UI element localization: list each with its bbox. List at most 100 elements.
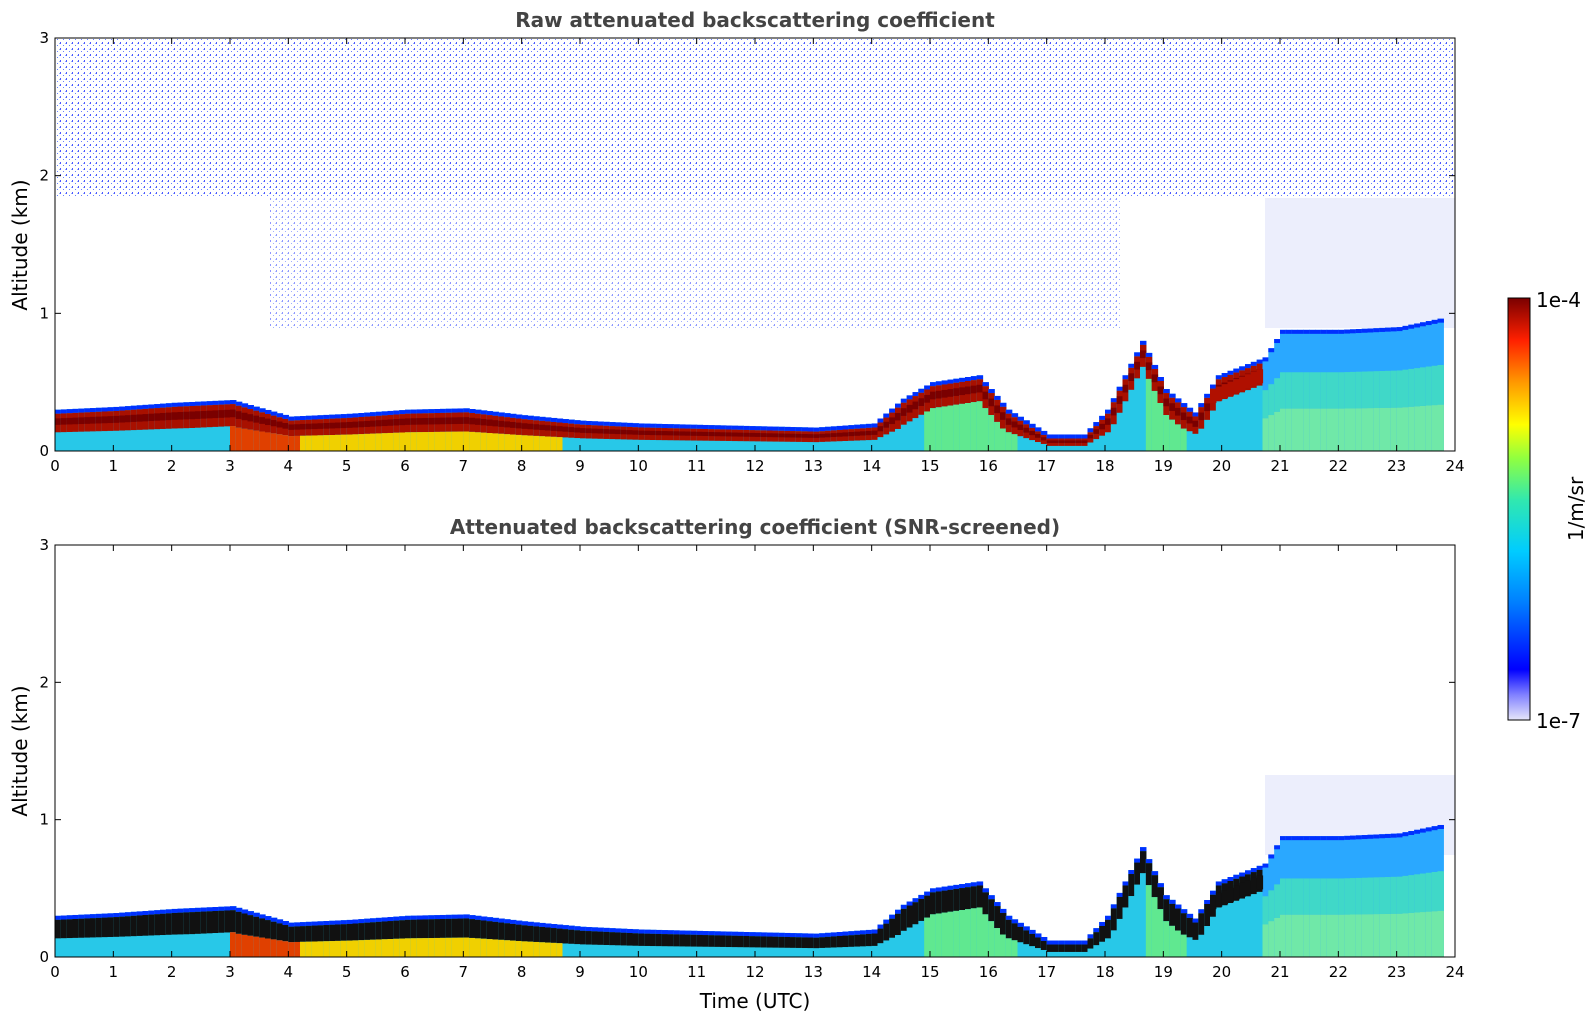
p1-mixed-mid (1425, 366, 1433, 406)
p2-layer-column (1227, 877, 1234, 957)
p2-surface-layer (469, 937, 476, 957)
p2-mixed-mid (1291, 878, 1299, 915)
p2-layer-cap (282, 921, 289, 926)
p2-surface-layer (486, 939, 494, 957)
p2-dense-band (550, 928, 558, 943)
p2-layer-cap (807, 933, 814, 938)
p2-green-layer (970, 908, 978, 957)
p1-dense-core (72, 417, 79, 425)
p1-mixed-mid (1379, 371, 1386, 408)
p2-layer-cap (819, 933, 826, 938)
p1-mixed-low (1291, 408, 1299, 451)
p1-surface-layer (329, 435, 336, 451)
p2-layer-cap (836, 932, 844, 937)
p2-layer-cap (533, 922, 540, 927)
p1-layer-cap (1023, 420, 1030, 425)
p2-layer-cap (1198, 909, 1205, 914)
p1-layer-cap (819, 427, 826, 432)
p2-layer-cap (970, 882, 978, 887)
panel-screened-heatmap (55, 775, 1455, 957)
p2-mixed-low (1385, 913, 1392, 957)
p1-dense-core (486, 419, 494, 426)
p1-layer-cap (1215, 375, 1223, 380)
p2-layer-column (918, 894, 925, 957)
p1-dense-core (935, 390, 943, 399)
p2-layer-cap (480, 916, 488, 921)
p1-dense-core (976, 384, 984, 393)
p1-surface-layer (370, 433, 377, 451)
p2-layer-cap (1192, 918, 1199, 923)
p2-mixed-mid (1297, 878, 1304, 915)
p2-dense-band (1186, 917, 1194, 938)
p1-dense-core (539, 424, 546, 431)
p1-layer-cap (346, 413, 354, 418)
p1-layer-cap (504, 413, 511, 418)
p1-dense-core (510, 422, 517, 428)
p1-dense-core (766, 433, 774, 438)
p2-mixed-low (1297, 914, 1304, 957)
p2-layer-cap (55, 915, 62, 920)
p1-layer-column (1245, 364, 1252, 451)
p1-green-layer (1175, 424, 1182, 451)
p1-layer-cap (119, 406, 126, 411)
p2-layer-cap (416, 915, 424, 920)
p1-layer-cap (241, 403, 249, 408)
p1-dense-core (294, 424, 301, 430)
p1-layer-column (906, 395, 914, 451)
p1-mixed-mid (1274, 378, 1281, 412)
p1-layer-cap (1035, 427, 1042, 432)
p1-mixed-mid (1326, 372, 1334, 409)
p2-layer-cap (195, 907, 202, 912)
p1-green-layer (924, 411, 931, 451)
p1-surface-layer (235, 427, 243, 451)
p2-layer-cap (1175, 904, 1182, 909)
p2-dense-band (720, 935, 727, 947)
p1-layer-cap (1204, 393, 1211, 398)
p2-dense-band (1046, 944, 1054, 952)
p2-dense-band (323, 925, 330, 942)
p2-ytick-label-0: 0 (39, 948, 49, 966)
p2-dense-band (696, 934, 704, 947)
p1-layer-cap (171, 402, 179, 407)
p2-green-layer (1175, 930, 1182, 957)
p1-layer-cap (562, 419, 569, 424)
p2-layer-cap (1332, 836, 1339, 841)
p1-mixed-mid (1332, 372, 1339, 409)
p1-dense-core (206, 410, 214, 419)
p2-green-layer (1169, 925, 1176, 957)
p2-xtick-label-7: 7 (459, 963, 469, 981)
p2-mixed-low (1361, 914, 1369, 957)
p1-dense-core (854, 431, 861, 436)
p2-dense-band (609, 932, 616, 946)
p2-green-layer (982, 914, 989, 957)
p2-surface-layer (294, 941, 301, 957)
p1-layer-cap (113, 406, 120, 411)
p2-layer-cap (265, 916, 272, 921)
p1-dense-core (1029, 430, 1036, 436)
p1-dense-core (451, 417, 459, 425)
p2-layer-cap (119, 912, 126, 917)
p2-dense-band (702, 935, 709, 947)
p2-dense-band (183, 912, 190, 935)
p1-dense-core (755, 433, 762, 437)
p1-layer-cap (825, 426, 832, 431)
p1-dense-core (708, 432, 715, 437)
p2-layer-cap (725, 931, 733, 936)
p1-mixed-mid (1373, 371, 1380, 409)
p2-dense-band (842, 935, 849, 948)
p1-dense-core (136, 414, 144, 422)
p2-dense-band (364, 922, 371, 940)
p1-layer-cap (661, 424, 669, 429)
p2-layer-cap (679, 930, 686, 935)
p2-layer-cap (1425, 827, 1433, 832)
p2-dense-band (247, 915, 254, 936)
p1-layer-column (1140, 340, 1147, 451)
p2-ytick-label-2: 2 (39, 673, 49, 691)
p1-mixed-low (1367, 408, 1374, 451)
p2-layer-cap (224, 906, 231, 911)
p1-dense-core (422, 417, 429, 425)
p2-layer-cap (778, 932, 785, 937)
p2-dense-band (679, 934, 686, 947)
p1-dense-core (457, 417, 464, 424)
p2-layer-column (1122, 881, 1129, 957)
